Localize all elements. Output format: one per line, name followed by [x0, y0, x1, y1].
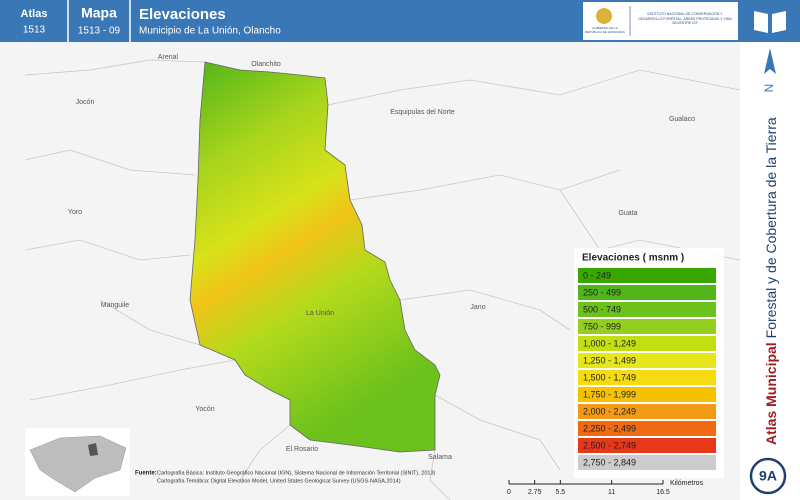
- place-label: La Unión: [306, 310, 334, 317]
- legend-label: 250 - 499: [583, 287, 621, 297]
- place-label: Guata: [618, 210, 637, 217]
- atlas-label: Atlas: [21, 8, 48, 20]
- legend-label: 0 - 249: [583, 270, 611, 280]
- series-title: Atlas Municipal Forestal y de Cobertura d…: [763, 117, 779, 445]
- logo-right-box: INSTITUTO NACIONAL DE CONSERVACIÓN Y DES…: [636, 12, 734, 26]
- north-arrow: [764, 48, 776, 74]
- legend-label: 1,750 - 1,999: [583, 389, 636, 399]
- place-label: Gualaco: [669, 116, 695, 123]
- legend-label: 2,750 - 2,849: [583, 457, 636, 467]
- map-number: 1513 - 09: [78, 26, 121, 37]
- logo-right: INSTITUTO NACIONAL DE CONSERVACIÓN Y DES…: [636, 12, 734, 26]
- sidebar: [740, 42, 800, 500]
- north-label: N: [762, 84, 776, 93]
- legend-swatch: [578, 370, 716, 385]
- logo-acronym: ICF: [692, 21, 698, 25]
- place-label-box: Esquipulas del Norte: [390, 109, 455, 116]
- legend-label: 1,250 - 1,499: [583, 355, 636, 365]
- atlas-number: 1513: [23, 25, 46, 36]
- logo-left: GOBIERNO DE LA REPÚBLICA DE HONDURAS: [585, 26, 625, 34]
- coat-of-arms: [596, 8, 612, 24]
- legend-label: 2,500 - 2,749: [583, 440, 636, 450]
- inset-municipality: [88, 443, 98, 456]
- sheet-label: 9A: [759, 468, 777, 484]
- place-label: Olanchito: [251, 61, 281, 68]
- source-label: Fuente:: [135, 471, 157, 477]
- logo-right-text: INSTITUTO NACIONAL DE CONSERVACIÓN Y DES…: [638, 12, 732, 25]
- series-bold: Atlas Municipal: [763, 342, 779, 445]
- legend-swatch: [578, 438, 716, 453]
- place-label: Manguile: [101, 302, 130, 309]
- legend-label: 1,000 - 1,249: [583, 338, 636, 348]
- scale-unit: Kilómetros: [670, 480, 704, 487]
- map-subtitle: Municipio de La Unión, Olancho: [139, 26, 281, 37]
- legend-swatch: [578, 421, 716, 436]
- place-label: Jocón: [76, 99, 95, 106]
- legend-swatch: [578, 336, 716, 351]
- legend-label: 500 - 749: [583, 304, 621, 314]
- legend-swatch: [578, 455, 716, 470]
- logo-left-box: GOBIERNO DE LA REPÚBLICA DE HONDURAS: [585, 26, 625, 34]
- source-line: Cartografía Temática: Digital Elevation …: [157, 478, 401, 484]
- legend-swatch: [578, 387, 716, 402]
- series-rest: Forestal y de Cobertura de la Tierra: [763, 117, 779, 338]
- source-line: Cartografía Básica: Instituto Geográfico…: [157, 470, 436, 476]
- legend-items: 0 - 249 250 - 499 500 - 749 750 - 999 1,000 …: [578, 268, 716, 470]
- place-label: Yoro: [68, 209, 82, 216]
- sheet-badge: [749, 457, 787, 495]
- scale-label: 0: [507, 489, 511, 496]
- inset-country: [29, 435, 127, 493]
- legend-swatch: [578, 285, 716, 300]
- scale-label: 16.5: [656, 489, 670, 496]
- municipality: [189, 61, 441, 453]
- book-icon: [754, 11, 786, 33]
- map-title: Elevaciones: [139, 6, 226, 23]
- boundaries: [24, 59, 741, 500]
- place-label: Jano: [470, 304, 485, 311]
- place-label: Yocón: [195, 406, 214, 413]
- place-label: El Rosario: [286, 446, 318, 453]
- legend-title: Elevaciones ( msnm ): [582, 253, 684, 264]
- scale-label: 5.5: [555, 489, 565, 496]
- place-label: Salama: [428, 454, 452, 461]
- scale-label: 11: [608, 489, 615, 496]
- legend-label: 2,250 - 2,499: [583, 423, 636, 433]
- place-label: Arenal: [158, 54, 179, 61]
- legend-swatch: [578, 302, 716, 317]
- legend-label: 1,500 - 1,749: [583, 372, 636, 382]
- legend-swatch: [578, 319, 716, 334]
- legend-swatch: [578, 404, 716, 419]
- scale-label: 2.75: [528, 489, 542, 496]
- legend-label: 750 - 999: [583, 321, 621, 331]
- legend-swatch: [578, 353, 716, 368]
- map-label: Mapa: [81, 5, 117, 21]
- legend-label: 2,000 - 2,249: [583, 406, 636, 416]
- legend-swatch: [578, 268, 716, 283]
- place-label: Esquipulas del Norte: [390, 109, 455, 116]
